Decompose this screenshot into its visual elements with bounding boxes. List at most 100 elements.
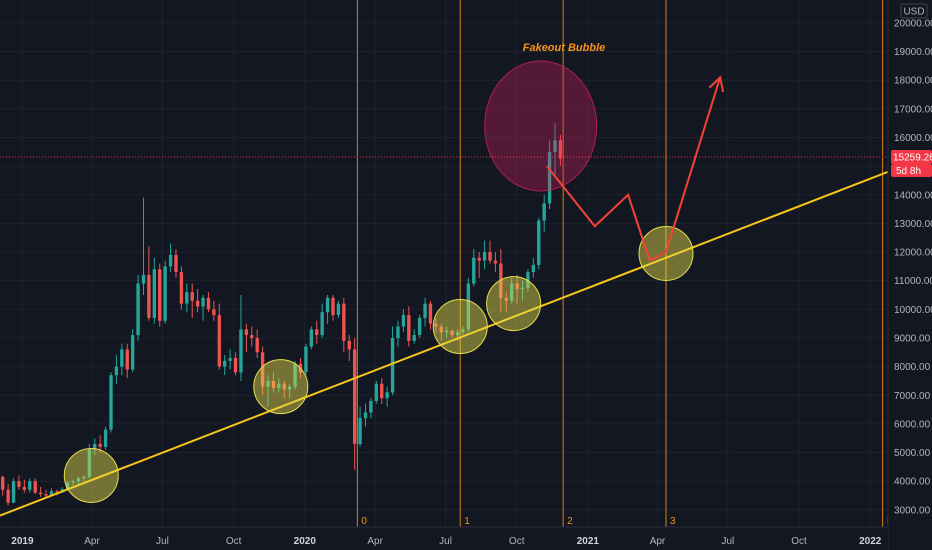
candle-body [228, 358, 232, 361]
candle-body [401, 315, 406, 327]
candle-body [6, 489, 10, 503]
candle-body [250, 335, 254, 338]
time-scale-labels: 2019 Apr Jul Oct 2020 Apr Jul Oct 2021 Apr Jul Oct 2… [11, 536, 881, 547]
candle-body [201, 297, 205, 307]
bubble-ellipse [484, 60, 598, 192]
candle-body [358, 418, 362, 444]
currency-button[interactable]: USD [900, 3, 928, 19]
candle-body [233, 358, 238, 373]
candle-body [266, 380, 270, 387]
price-tag-box [891, 150, 932, 164]
candle-body [141, 274, 146, 284]
currency-button-label[interactable]: USD [903, 7, 924, 18]
candle-body [71, 481, 75, 483]
candle-body [93, 443, 97, 450]
candle-body [488, 252, 492, 261]
candle-body [520, 287, 525, 290]
cycle-line-label: 1 [464, 516, 470, 527]
price-scale [888, 0, 932, 550]
candle-body [1, 476, 5, 490]
trendline-group [0, 170, 889, 517]
candle-body [417, 317, 422, 336]
projection-path [546, 77, 722, 263]
price-tag-value: 15259.26 [893, 153, 932, 164]
candle-body [504, 297, 508, 301]
candle-body [271, 380, 276, 389]
highlight-circles [63, 60, 694, 503]
candle-body [158, 269, 162, 321]
candle-body [33, 481, 37, 493]
candle-body [363, 412, 368, 419]
candle-body [98, 443, 102, 447]
cycle-line-label: 0 [361, 516, 367, 527]
candle-body [76, 478, 81, 482]
highlight-circle [432, 299, 488, 355]
candle-body [28, 481, 32, 490]
candle-body [304, 346, 308, 373]
candle-body [396, 326, 400, 338]
x-tick-label: Jul [721, 536, 734, 547]
y-tick-label: 6000.00 [894, 419, 931, 430]
candle-body [493, 260, 498, 264]
candle-body [22, 486, 27, 490]
candle-body [380, 383, 384, 399]
candle-body [217, 315, 221, 367]
candle-body [223, 360, 227, 367]
grid [0, 0, 888, 527]
candle-body [109, 375, 113, 430]
y-tick-label: 11000.00 [894, 276, 932, 287]
candle-body [38, 492, 43, 495]
candle-body [531, 264, 536, 273]
x-tick-label: Oct [791, 536, 807, 547]
candle-body [477, 257, 481, 261]
x-tick-label: 2019 [11, 536, 34, 547]
support-trendline [0, 170, 889, 517]
x-tick-label: Oct [226, 536, 242, 547]
candle-body [412, 335, 416, 341]
price-tag: 15259.26 5d 8h [891, 150, 932, 177]
highlight-circle [253, 359, 309, 415]
candle-body [125, 349, 129, 370]
candle-body [185, 292, 189, 304]
candle-body [174, 254, 178, 273]
candle-body [325, 297, 330, 313]
y-tick-label: 18000.00 [894, 76, 932, 87]
x-tick-label: 2021 [577, 536, 600, 547]
candle-body [17, 481, 21, 487]
y-tick-label: 14000.00 [894, 190, 932, 201]
y-tick-label: 4000.00 [894, 477, 931, 488]
price-tag-countdown: 5d 8h [896, 166, 921, 177]
candle-body [190, 292, 194, 301]
candle-body [547, 151, 552, 204]
candle-body [510, 283, 514, 301]
candle-body [288, 386, 292, 390]
y-tick-label: 5000.00 [894, 448, 931, 459]
candle-body [179, 272, 184, 304]
candle-body [49, 491, 54, 496]
x-tick-label: 2022 [859, 536, 882, 547]
candle-body [11, 481, 16, 503]
x-tick-label: Jul [439, 536, 452, 547]
candle-body [152, 269, 156, 318]
candle-body [385, 392, 389, 399]
candle-body [120, 349, 124, 367]
candle-body [206, 297, 211, 310]
candle-body [342, 303, 346, 341]
candle-body [87, 449, 92, 477]
candle-body [293, 363, 297, 387]
highlight-circle [486, 276, 542, 332]
candle-body [482, 252, 487, 261]
candle-body [309, 329, 314, 347]
candle-body [455, 332, 460, 336]
y-tick-label: 10000.00 [894, 305, 932, 316]
highlight-circle [63, 447, 119, 503]
y-tick-label: 17000.00 [894, 104, 932, 115]
currency-button-frame[interactable] [900, 3, 928, 19]
candle-body [55, 491, 59, 493]
y-tick-label: 13000.00 [894, 219, 932, 230]
candle-body [44, 494, 48, 496]
projection-group [546, 75, 725, 263]
cycle-line-label: 3 [670, 516, 676, 527]
candle-body [331, 297, 335, 316]
